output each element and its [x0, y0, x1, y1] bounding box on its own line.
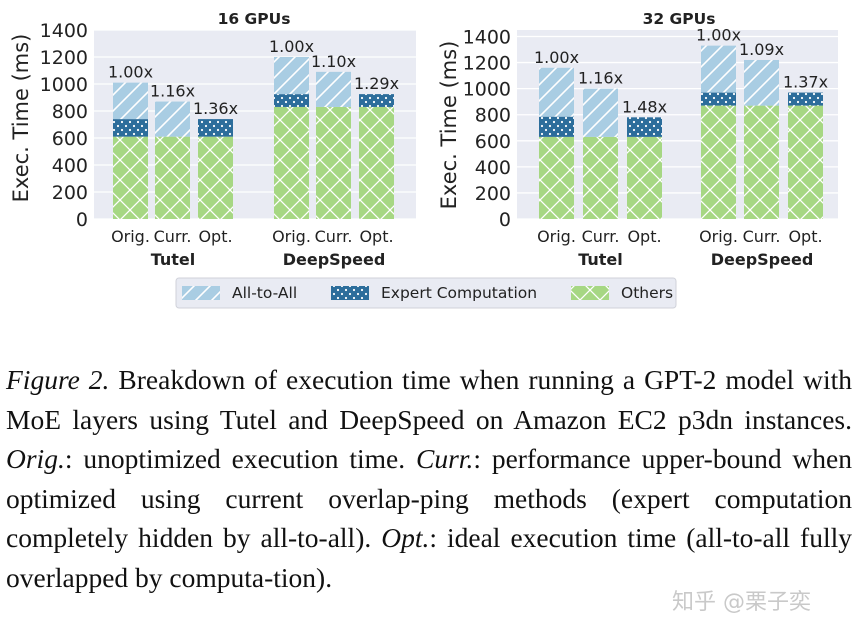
bar-tutel-orig-others	[113, 136, 148, 219]
x-tick-label: Orig.	[272, 227, 311, 246]
chart-legend: All-to-All Expert Computation Others	[175, 277, 677, 309]
caption-opt-label: Opt.	[381, 522, 430, 553]
bar-tutel-opt-others	[627, 136, 662, 219]
bar-deepspeed-opt-expert	[359, 94, 394, 107]
y-tick-label: 800	[475, 105, 511, 127]
x-tick-label: Curr.	[582, 227, 620, 246]
bar-ratio-label: 1.00x	[534, 48, 579, 67]
caption-text-1: Breakdown of execution time when running…	[6, 364, 852, 435]
y-tick-label: 800	[52, 101, 88, 123]
y-tick-label: 400	[52, 155, 88, 177]
x-tick-label: Opt.	[627, 227, 661, 246]
bar-tutel-opt-expert	[627, 117, 662, 137]
x-tick-label: Orig.	[111, 227, 150, 246]
y-tick-label: 1000	[40, 74, 88, 96]
chart-panel-16-gpus: 0 200 400 600 800 1000 1200 1400 Exec. Time (ms)…	[9, 10, 416, 269]
legend-label-others: Others	[621, 284, 673, 302]
legend-label-a2a: All-to-All	[232, 284, 297, 302]
x-tick-label: Curr.	[154, 227, 192, 246]
y-tick-label: 1000	[463, 79, 511, 101]
group-label: DeepSpeed	[711, 250, 814, 269]
bar-ratio-label: 1.36x	[193, 99, 238, 118]
bar-deepspeed-orig-others	[701, 105, 736, 219]
y-tick-label: 1200	[40, 47, 88, 69]
legend-swatch-expert	[331, 286, 369, 300]
y-tick-label: 1400	[463, 27, 511, 49]
group-label: Tutel	[578, 250, 623, 269]
bar-tutel-opt-others	[198, 136, 233, 219]
x-tick-label: Curr.	[315, 227, 353, 246]
bar-tutel-curr-a2a	[155, 101, 190, 137]
group-label: DeepSpeed	[283, 250, 386, 269]
x-tick-label: Orig.	[699, 227, 738, 246]
bar-deepspeed-orig-a2a	[701, 45, 736, 93]
chart-title: 16 GPUs	[218, 10, 291, 28]
bar-deepspeed-opt-expert	[788, 92, 823, 106]
caption-orig-label: Orig.	[6, 443, 65, 474]
caption-orig-text: : unoptimized execution time.	[64, 443, 416, 474]
bar-deepspeed-curr-a2a	[744, 59, 779, 106]
bar-ratio-label: 1.29x	[354, 74, 399, 93]
bar-deepspeed-opt-others	[788, 105, 823, 219]
group-label: Tutel	[151, 250, 196, 269]
bar-deepspeed-orig-others	[274, 106, 309, 219]
x-tick-label: Opt.	[359, 227, 393, 246]
legend-swatch-others	[571, 286, 609, 300]
bar-deepspeed-orig-expert	[274, 94, 309, 107]
bar-tutel-orig-a2a	[113, 82, 148, 120]
bar-ratio-label: 1.09x	[739, 40, 784, 59]
y-tick-label: 600	[475, 131, 511, 153]
bar-deepspeed-curr-others	[316, 106, 351, 219]
y-tick-label: 400	[475, 157, 511, 179]
figure-caption: Figure 2. Breakdown of execution time wh…	[6, 360, 852, 597]
bar-tutel-orig-others	[539, 136, 574, 219]
bar-tutel-curr-a2a	[583, 88, 618, 137]
bar-deepspeed-orig-a2a	[274, 57, 309, 95]
y-tick-label: 600	[52, 128, 88, 150]
x-tick-label: Opt.	[788, 227, 822, 246]
legend-swatch-a2a	[182, 286, 220, 300]
y-tick-label: 0	[76, 209, 88, 231]
watermark: 知乎 @栗子奕	[672, 590, 811, 615]
chart-title: 32 GPUs	[643, 10, 716, 28]
y-axis-label: Exec. Time (ms)	[437, 41, 461, 210]
bar-tutel-curr-others	[155, 136, 190, 219]
y-tick-label: 200	[475, 183, 511, 205]
y-tick-label: 1200	[463, 53, 511, 75]
bar-deepspeed-curr-a2a	[316, 71, 351, 107]
caption-opt-text: : ideal execution time (all-to-all fully…	[6, 522, 852, 593]
bar-deepspeed-curr-others	[744, 105, 779, 219]
caption-figure-label: Figure 2.	[6, 364, 110, 395]
bar-deepspeed-opt-others	[359, 106, 394, 219]
bar-ratio-label: 1.16x	[578, 69, 623, 88]
y-axis-label: Exec. Time (ms)	[9, 34, 33, 203]
legend-label-expert: Expert Computation	[381, 284, 537, 302]
bar-tutel-orig-expert	[113, 119, 148, 137]
x-tick-label: Curr.	[743, 227, 781, 246]
caption-curr-label: Curr.	[416, 443, 474, 474]
caption-curr-text: : performance upper-bound when optimized…	[6, 443, 852, 553]
bar-tutel-orig-expert	[539, 116, 574, 137]
bar-ratio-label: 1.37x	[783, 73, 828, 92]
bar-tutel-curr-others	[583, 136, 618, 219]
bar-ratio-label: 1.00x	[696, 26, 741, 45]
y-tick-label: 1400	[40, 20, 88, 42]
y-tick-label: 0	[499, 209, 511, 231]
bar-ratio-label: 1.10x	[311, 52, 356, 71]
bar-ratio-label: 1.00x	[108, 63, 153, 82]
x-tick-label: Orig.	[537, 227, 576, 246]
bar-ratio-label: 1.00x	[269, 37, 314, 56]
bar-tutel-orig-a2a	[539, 67, 574, 117]
legend-box	[175, 277, 677, 309]
bar-tutel-opt-expert	[198, 119, 233, 137]
bar-ratio-label: 1.16x	[150, 82, 195, 101]
x-tick-label: Opt.	[198, 227, 232, 246]
bar-ratio-label: 1.48x	[622, 97, 667, 116]
bar-deepspeed-orig-expert	[701, 92, 736, 106]
y-tick-label: 200	[52, 182, 88, 204]
